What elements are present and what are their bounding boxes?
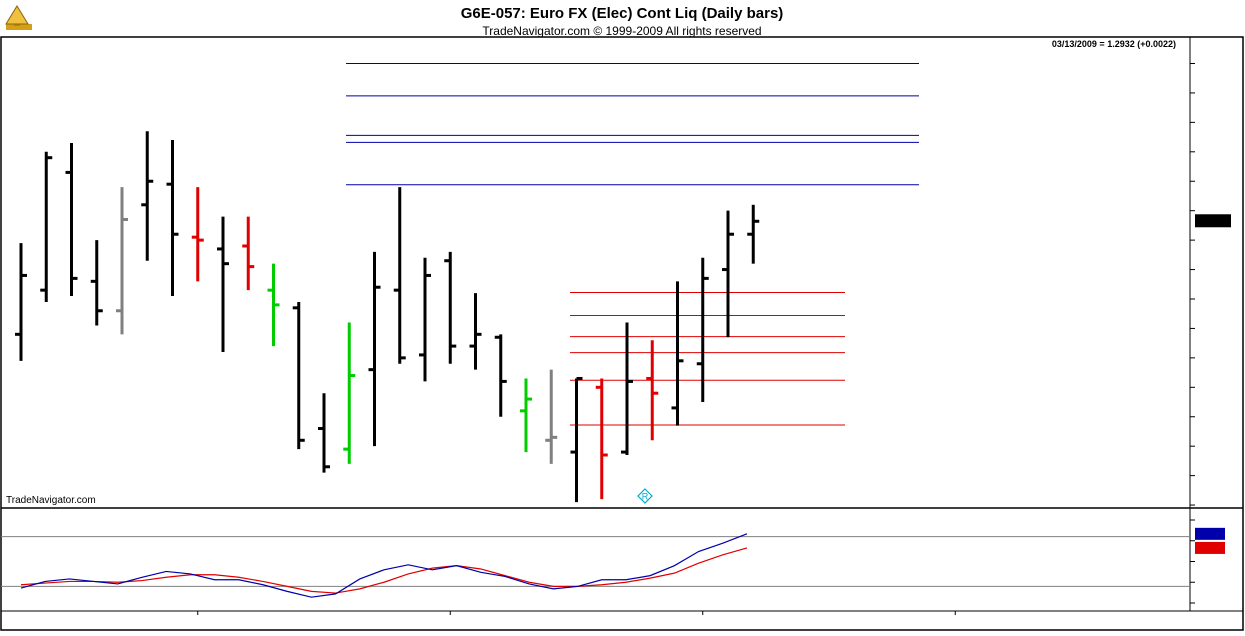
ohlc-bar: [747, 204, 760, 264]
ohlc-bar: [368, 251, 381, 447]
ohlc-bar: [191, 187, 204, 282]
tradenavigator-logo-icon: [5, 5, 32, 30]
ohlc-bar: [343, 322, 356, 464]
ohlc-bar: [393, 187, 406, 364]
ohlc-bar: [494, 334, 507, 417]
ohlc-bar: [166, 140, 179, 297]
ohlc-bar: [696, 257, 709, 403]
r-marker-icon[interactable]: R: [637, 488, 653, 504]
ohlc-bar: [722, 210, 734, 338]
ohlc-bar: [90, 240, 103, 326]
ohlc-bar: [671, 281, 684, 426]
ohlc-bar: [520, 378, 532, 453]
ohlc-bar: [116, 187, 128, 335]
ohlc-bar: [646, 340, 659, 441]
ohlc-bar: [242, 216, 255, 291]
ohlc-bar: [217, 216, 229, 352]
watermark-text: TradeNavigator.com: [6, 495, 96, 506]
ohlc-bar: [141, 131, 154, 261]
ohlc-bar: [267, 263, 280, 347]
ohlc-bar: [545, 369, 558, 464]
ohlc-bar: [292, 301, 305, 450]
stoch-current-box: [1195, 541, 1225, 554]
stochastic-panel: [1, 533, 1190, 598]
last-quote: 03/13/2009 = 1.2932 (+0.0022): [1052, 39, 1176, 49]
price-panel: [15, 62, 919, 503]
svg-text:R: R: [642, 492, 649, 502]
ohlc-bar: [40, 151, 53, 302]
chart-title: G6E-057: Euro FX (Elec) Cont Liq (Daily …: [461, 5, 784, 22]
ohlc-bar: [570, 376, 583, 503]
current-price-box: [1195, 214, 1231, 228]
ohlc-bar: [444, 251, 457, 364]
ohlc-bar: [469, 293, 482, 370]
stoch-series-line: [20, 533, 748, 598]
axes: [197, 62, 1231, 615]
stoch-series-line: [20, 547, 748, 594]
ohlc-bar: [419, 257, 431, 382]
ohlc-bar: [15, 243, 27, 361]
ohlc-bar: [621, 322, 633, 456]
ohlc-bar: [65, 142, 78, 297]
ohlc-bar: [595, 378, 608, 500]
ohlc-bar: [318, 393, 330, 473]
copyright-text: TradeNavigator.com © 1999-2009 All right…: [482, 24, 761, 38]
stoch-current-box: [1195, 527, 1225, 540]
